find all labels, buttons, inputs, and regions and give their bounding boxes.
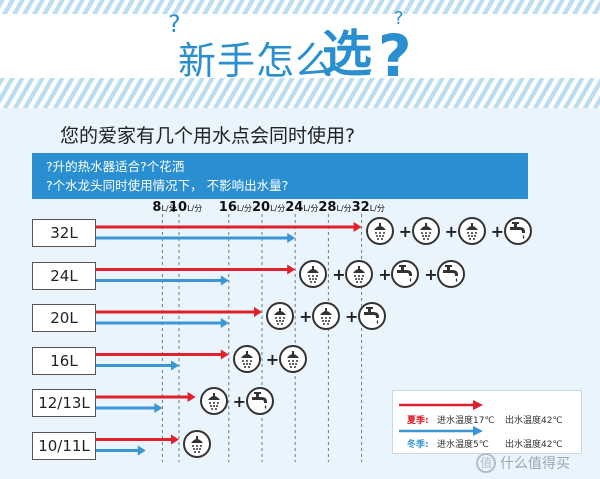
faucet-icon xyxy=(245,387,274,415)
header-stripe-bottom xyxy=(0,78,600,108)
note-box: ?升的热水器适合?个花洒 ?个水龙头同时使用情况下， 不影响出水量? xyxy=(32,153,528,199)
flow-rate-value: 24 xyxy=(285,200,304,215)
summer-arrow-head xyxy=(353,222,362,232)
plus-sign: + xyxy=(444,222,458,241)
flow-rate-label-20: 20L/分 xyxy=(252,200,285,215)
capacity-box: 24L xyxy=(32,261,96,290)
legend-summer-outlet: 出水温度42℃ xyxy=(505,416,563,426)
legend-winter-arrow xyxy=(399,426,483,436)
shower-icon xyxy=(345,259,374,288)
capacity-box: 16L xyxy=(32,346,96,375)
legend-summer-label: 夏季: xyxy=(407,416,429,426)
plus-sign: + xyxy=(345,307,359,326)
plus-sign: + xyxy=(299,307,313,326)
legend-winter-inlet: 进水温度5℃ xyxy=(437,440,489,450)
flow-rate-unit: L/分 xyxy=(187,204,203,213)
shower-icon xyxy=(232,344,261,373)
plus-sign: + xyxy=(332,264,346,284)
shower-icon xyxy=(199,387,228,415)
flow-rate-value: 20 xyxy=(252,200,271,215)
flow-rate-unit: L/分 xyxy=(369,204,385,213)
flow-rate-unit: L/分 xyxy=(161,204,177,213)
plus-sign: + xyxy=(490,222,504,241)
plus-sign: + xyxy=(424,264,438,284)
capacity-box: 10/11L xyxy=(32,431,96,460)
question-mark-small-right: ? xyxy=(394,8,404,29)
plus-sign: + xyxy=(398,222,412,241)
shower-icon xyxy=(299,259,328,288)
flow-rate-value: 8 xyxy=(152,200,162,215)
flow-rate-label-32: 32L/分 xyxy=(352,200,385,215)
watermark-text: 什么值得买 xyxy=(500,456,570,472)
winter-arrow-head xyxy=(154,403,163,413)
winter-arrow-head xyxy=(137,445,146,456)
winter-arrow-head xyxy=(220,318,229,328)
capacity-box: 20L xyxy=(32,304,96,332)
plus-sign: + xyxy=(232,392,246,411)
summer-arrow-head xyxy=(220,349,229,360)
flow-rate-value: 16 xyxy=(218,200,237,215)
capacity-box: 32L xyxy=(32,219,96,247)
flow-rate-unit: L/分 xyxy=(303,204,319,213)
summer-arrow-head xyxy=(171,434,179,445)
question-heading: 您的爱家有几个用水点会同时使用? xyxy=(60,125,356,147)
top-stripe-band xyxy=(0,0,600,14)
question-mark-small-left: ? xyxy=(168,10,181,38)
winter-arrow-head xyxy=(171,360,179,371)
flow-rate-value: 28 xyxy=(318,200,337,215)
page-title: 新手怎么 xyxy=(178,39,335,83)
flow-rate-label-10: 10L/分 xyxy=(169,200,202,215)
faucet-icon xyxy=(437,259,466,288)
flow-rate-value: 32 xyxy=(351,200,370,215)
plus-sign: + xyxy=(378,264,392,284)
watermark-logo-icon: 值 xyxy=(476,453,496,473)
plus-sign: + xyxy=(265,349,280,369)
flow-rate-unit: L/分 xyxy=(236,204,253,213)
winter-arrow-head xyxy=(220,275,229,286)
flow-rate-label-28: 28L/分 xyxy=(318,200,351,215)
shower-icon xyxy=(365,217,394,245)
shower-icon xyxy=(278,344,307,373)
legend-summer-arrow xyxy=(399,400,483,410)
header: ? 新手怎么 选 ? ? xyxy=(0,0,600,108)
shower-icon xyxy=(266,302,294,330)
note-line-1: ?升的热水器适合?个花洒 xyxy=(46,159,185,174)
legend-winter-outlet: 出水温度42℃ xyxy=(505,440,563,450)
page-title-emphasis: 选 xyxy=(322,25,372,83)
shower-icon xyxy=(411,217,440,245)
legend: 夏季: 进水温度17℃ 出水温度42℃ 冬季: 进水温度5℃ 出水温度42℃ xyxy=(392,390,582,454)
note-line-2: ?个水龙头同时使用情况下， 不影响出水量? xyxy=(46,178,289,193)
flow-rate-label-24: 24L/分 xyxy=(285,200,318,215)
shower-icon xyxy=(312,302,340,330)
summer-arrow-head xyxy=(187,392,196,402)
winter-arrow-head xyxy=(287,233,296,243)
faucet-icon xyxy=(503,217,532,245)
flow-rate-value: 10 xyxy=(169,200,188,215)
question-mark-big: ? xyxy=(378,22,412,90)
flow-rate-unit: L/分 xyxy=(336,204,352,213)
shower-icon xyxy=(183,429,211,458)
shower-icon xyxy=(457,217,486,245)
summer-arrow-head xyxy=(287,264,296,275)
legend-summer-inlet: 进水温度17℃ xyxy=(437,416,495,426)
legend-winter-label: 冬季: xyxy=(407,440,429,450)
faucet-icon xyxy=(391,259,420,288)
faucet-icon xyxy=(358,302,386,330)
summer-arrow-head xyxy=(254,307,262,317)
capacity-box: 12/13L xyxy=(32,389,96,417)
flow-rate-label-16: 16L/分 xyxy=(219,200,252,215)
flow-rate-label-8: 8L/分 xyxy=(152,200,176,215)
flow-rate-unit: L/分 xyxy=(270,204,286,213)
